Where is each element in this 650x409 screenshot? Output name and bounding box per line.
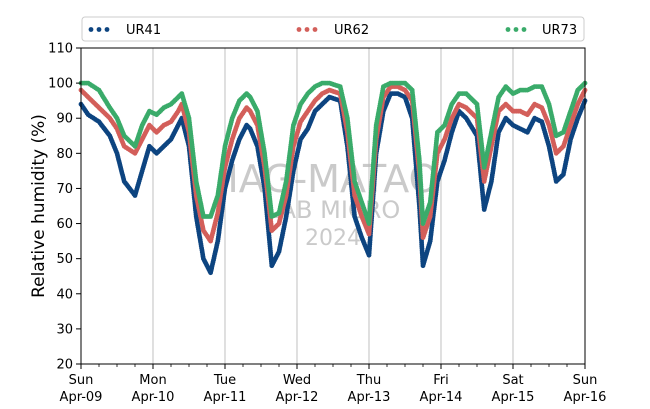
- watermark-line-3: 2024: [305, 226, 361, 251]
- series-ur62: [78, 84, 588, 244]
- legend-marker-dot: [104, 27, 110, 32]
- x-tick-label-date: Apr-14: [420, 390, 463, 405]
- legend-marker-ur73: [505, 27, 527, 32]
- series-ur73: [78, 80, 588, 227]
- legend-marker-dot: [521, 27, 527, 32]
- x-tick-label-day: Sat: [502, 373, 523, 388]
- x-tick-label-day: Mon: [139, 373, 166, 388]
- y-tick-label: 50: [56, 252, 73, 267]
- legend-marker-dot: [505, 27, 511, 32]
- x-tick-label-day: Thu: [356, 373, 381, 388]
- legend-entry-ur73: UR73: [505, 23, 577, 38]
- y-tick-label: 90: [56, 112, 73, 127]
- legend-label-ur62: UR62: [334, 23, 369, 38]
- legend-marker-dot: [296, 27, 302, 32]
- x-tick-label-day: Fri: [433, 373, 449, 388]
- legend-marker-dot: [513, 27, 519, 32]
- legend-marker-dot: [312, 27, 318, 32]
- y-tick-label: 100: [48, 77, 73, 92]
- legend: UR41 UR62 UR73: [81, 16, 585, 42]
- y-tick-label: 20: [56, 358, 73, 373]
- y-tick-label: 60: [56, 217, 73, 232]
- x-axis: Sun Apr-09 Mon Apr-10 Tue Apr-11 Wed Apr-12 Thu A…: [60, 364, 607, 405]
- y-tick-label: 70: [56, 182, 73, 197]
- y-axis: 20 30 40 50 60 70 80 90 100 110: [48, 42, 81, 373]
- legend-marker-ur62: [296, 27, 318, 32]
- x-tick-label-date: Apr-09: [60, 390, 103, 405]
- data-points: [78, 80, 588, 276]
- legend-label-ur41: UR41: [126, 23, 161, 38]
- x-tick-label-day: Wed: [283, 373, 311, 388]
- x-tick-label-date: Apr-10: [132, 390, 175, 405]
- x-tick-label-date: Apr-13: [348, 390, 391, 405]
- y-tick-label: 110: [48, 42, 73, 57]
- x-tick-label-day: Sun: [573, 373, 598, 388]
- x-tick-label-date: Apr-12: [276, 390, 319, 405]
- x-tick-label-day: Tue: [213, 373, 236, 388]
- y-tick-label: 80: [56, 147, 73, 162]
- x-tick-label-date: Apr-15: [492, 390, 535, 405]
- legend-entry-ur62: UR62: [296, 23, 369, 38]
- y-tick-label: 30: [56, 322, 73, 337]
- legend-box: [81, 16, 585, 42]
- x-tick-label-date: Apr-16: [564, 390, 607, 405]
- legend-marker-ur41: [88, 27, 110, 32]
- x-tick-label-day: Sun: [69, 373, 94, 388]
- legend-marker-dot: [304, 27, 310, 32]
- legend-marker-dot: [88, 27, 94, 32]
- x-tick-label-date: Apr-11: [204, 390, 247, 405]
- y-tick-label: 40: [56, 287, 73, 302]
- legend-label-ur73: UR73: [542, 23, 577, 38]
- legend-marker-dot: [96, 27, 102, 32]
- y-axis-title: Relative humidity (%): [29, 114, 49, 298]
- legend-entry-ur41: UR41: [88, 23, 161, 38]
